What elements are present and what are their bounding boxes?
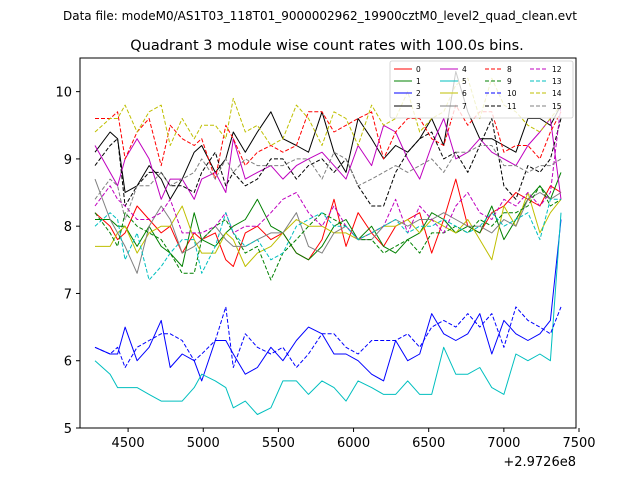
legend-label-3: 3 bbox=[416, 102, 421, 111]
x-tick-label: 7500 bbox=[562, 436, 595, 451]
series-line-13 bbox=[94, 198, 561, 281]
series-line-10 bbox=[94, 306, 562, 368]
legend-label-8: 8 bbox=[507, 65, 512, 74]
y-tick-label: 8 bbox=[64, 220, 72, 235]
legend-label-5: 5 bbox=[462, 77, 467, 86]
legend-label-13: 13 bbox=[552, 77, 562, 86]
x-tick-label: 6500 bbox=[412, 436, 445, 451]
y-tick-label: 7 bbox=[64, 287, 72, 302]
legend-label-6: 6 bbox=[462, 89, 467, 98]
legend-label-1: 1 bbox=[416, 77, 421, 86]
series-line-1 bbox=[95, 172, 562, 267]
x-tick-label: 4500 bbox=[112, 436, 145, 451]
x-tick-label: 6000 bbox=[337, 436, 370, 451]
x-tick-label: 5000 bbox=[187, 436, 220, 451]
legend-label-2: 2 bbox=[416, 89, 421, 98]
legend-label-14: 14 bbox=[552, 89, 562, 98]
chart-suptitle: Data file: modeM0/AS1T03_118T01_90000029… bbox=[63, 9, 577, 23]
legend-label-4: 4 bbox=[462, 65, 467, 74]
series-line-9 bbox=[94, 185, 562, 281]
series-line-15 bbox=[94, 145, 562, 220]
legend-label-12: 12 bbox=[552, 65, 562, 74]
legend-label-15: 15 bbox=[552, 102, 562, 111]
legend-label-7: 7 bbox=[462, 102, 467, 111]
series-line-0 bbox=[94, 178, 562, 267]
x-offset-label: +2.9726e8 bbox=[503, 455, 576, 470]
series-layer bbox=[94, 71, 562, 415]
legend-label-0: 0 bbox=[416, 65, 421, 74]
x-tick-label: 7000 bbox=[487, 436, 520, 451]
legend-label-9: 9 bbox=[507, 77, 512, 86]
y-tick-label: 5 bbox=[64, 422, 72, 437]
y-tick-label: 6 bbox=[64, 355, 72, 370]
plot-frame bbox=[79, 57, 577, 429]
series-line-7 bbox=[94, 178, 562, 274]
series-line-6 bbox=[95, 192, 562, 267]
legend-label-11: 11 bbox=[507, 102, 517, 111]
y-axis: 5 6 7 8 9 10 bbox=[55, 86, 80, 437]
legend-label-10: 10 bbox=[507, 89, 517, 98]
series-line-4 bbox=[94, 118, 562, 200]
x-tick-label: 5500 bbox=[262, 436, 295, 451]
legend-frame bbox=[389, 60, 574, 119]
series-line-5 bbox=[94, 212, 562, 415]
chart-title: Quadrant 3 module wise count rates with … bbox=[130, 38, 524, 54]
x-axis: 4500 5000 5500 6000 6500 7000 7500 bbox=[112, 428, 596, 451]
y-tick-label: 10 bbox=[55, 86, 72, 101]
series-line-12 bbox=[94, 105, 562, 241]
series-line-11 bbox=[94, 118, 562, 207]
y-tick-label: 9 bbox=[64, 153, 72, 168]
